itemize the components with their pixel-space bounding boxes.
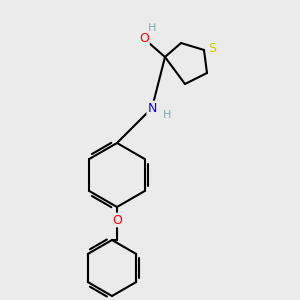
Text: S: S <box>208 41 216 55</box>
Text: N: N <box>147 101 157 115</box>
Text: O: O <box>112 214 122 226</box>
Text: O: O <box>139 32 149 44</box>
Text: H: H <box>148 23 156 33</box>
Text: H: H <box>163 110 171 120</box>
